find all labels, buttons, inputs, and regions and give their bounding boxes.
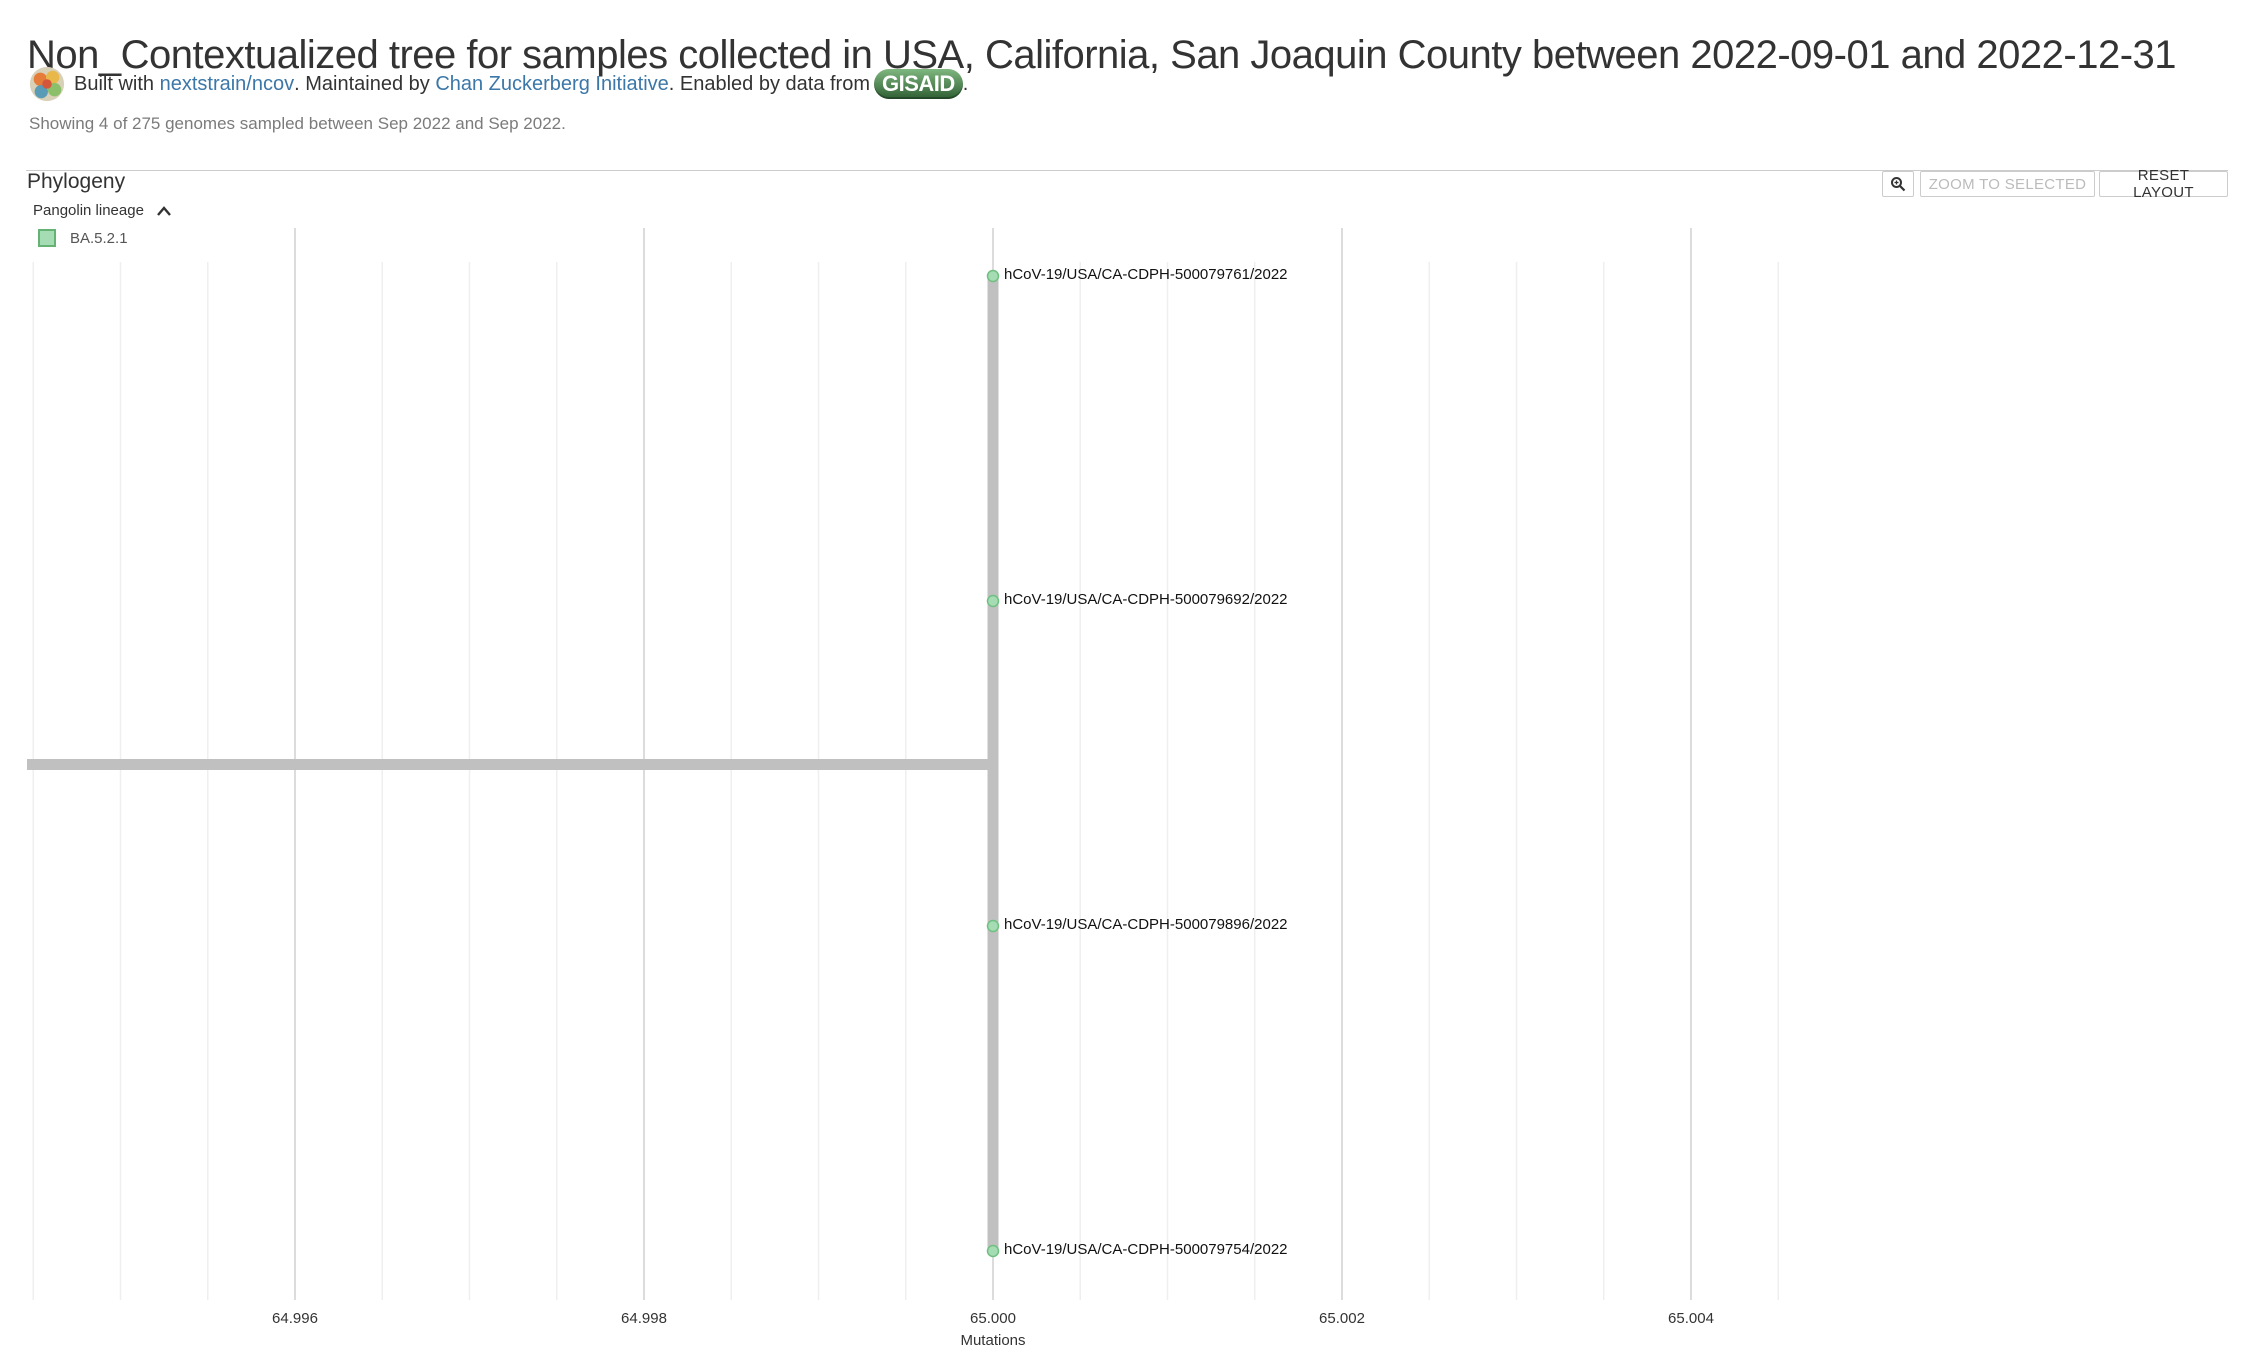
tip-node	[986, 919, 1000, 933]
tip-label: hCoV-19/USA/CA-CDPH-500079896/2022	[1004, 916, 1288, 933]
legend-item-label: BA.5.2.1	[70, 229, 128, 247]
legend-title-text: Pangolin lineage	[33, 202, 144, 219]
legend-item-ba-5-2-1[interactable]: BA.5.2.1	[38, 229, 128, 247]
tip-node	[986, 594, 1000, 608]
x-tick-label: 64.998	[621, 1310, 667, 1327]
reset-layout-button[interactable]: RESET LAYOUT	[2099, 167, 2228, 201]
nextstrain-logo-icon[interactable]	[28, 65, 66, 103]
tip-node	[986, 1244, 1000, 1258]
czi-link[interactable]: Chan Zuckerberg Initiative	[435, 72, 669, 95]
maintained-by-text: . Maintained by	[294, 72, 430, 95]
chevron-up-icon[interactable]	[156, 205, 172, 217]
byline-end: .	[962, 72, 969, 95]
legend-title[interactable]: Pangolin lineage	[33, 202, 172, 219]
panel-divider	[26, 170, 2228, 171]
x-tick-label: 65.000	[970, 1310, 1016, 1327]
x-axis-title: Mutations	[960, 1332, 1025, 1349]
tip-node	[986, 269, 1000, 283]
ncov-link[interactable]: nextstrain/ncov	[159, 72, 295, 95]
x-tick-label: 65.004	[1668, 1310, 1714, 1327]
x-tick-label: 65.002	[1319, 1310, 1365, 1327]
x-tick-label: 64.996	[272, 1310, 318, 1327]
built-with-text: Built with	[74, 72, 155, 95]
legend-swatch	[38, 229, 56, 247]
tip-label: hCoV-19/USA/CA-CDPH-500079761/2022	[1004, 266, 1288, 283]
gisaid-logo[interactable]: GISAID	[874, 69, 963, 99]
byline: Built with nextstrain/ncov. Maintained b…	[28, 64, 968, 104]
zoom-to-selected-button[interactable]: ZOOM TO SELECTED	[1920, 171, 2095, 197]
magnifier-icon[interactable]	[1882, 171, 1914, 197]
panel-title: Phylogeny	[27, 170, 126, 193]
tip-label: hCoV-19/USA/CA-CDPH-500079754/2022	[1004, 1241, 1288, 1258]
magnifier-icon	[1891, 177, 1906, 192]
tip-label: hCoV-19/USA/CA-CDPH-500079692/2022	[1004, 591, 1288, 608]
genome-summary: Showing 4 of 275 genomes sampled between…	[29, 114, 566, 133]
page-title: Non_Contextualized tree for samples coll…	[27, 32, 2177, 77]
enabled-by-text: . Enabled by data from	[668, 72, 870, 95]
